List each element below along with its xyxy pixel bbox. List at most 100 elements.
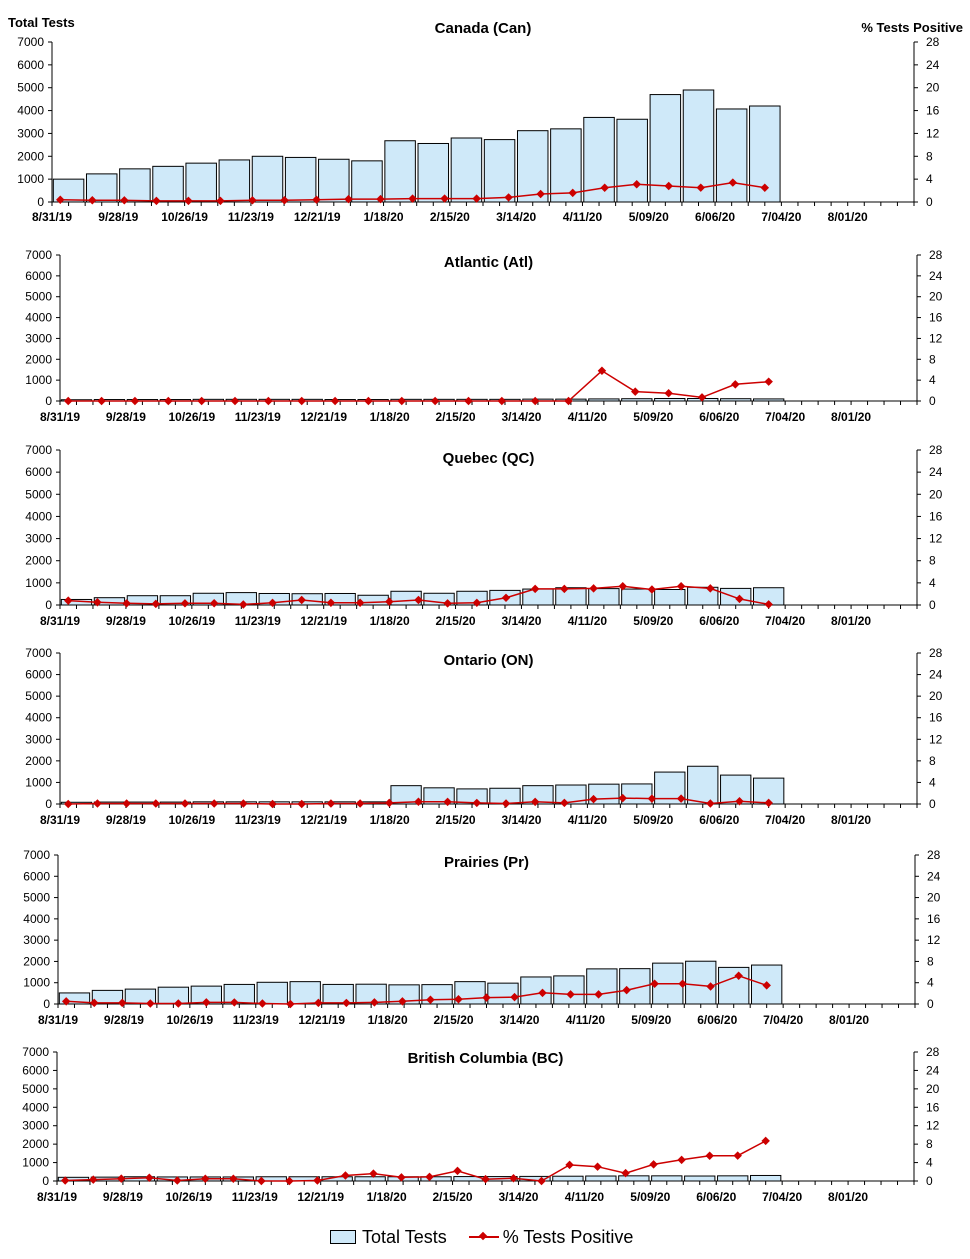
point-pct-positive [647, 585, 657, 594]
x-tick-label: 8/31/19 [40, 410, 80, 424]
point-pct-positive [341, 1171, 350, 1180]
bar-total-tests [218, 159, 251, 203]
bar-total-tests [487, 982, 519, 1005]
bar-total-tests [157, 986, 190, 1005]
bar-total-tests [621, 398, 653, 402]
bar-total-tests [192, 592, 224, 606]
x-tick-label: 8/01/20 [828, 1190, 868, 1204]
point-pct-positive [440, 194, 449, 203]
y2-tick-label: 28 [926, 1045, 940, 1059]
y-tick-label: 5000 [25, 487, 52, 501]
point-pct-positive [560, 584, 569, 594]
point-pct-positive [88, 196, 97, 205]
x-tick-label: 6/06/20 [697, 1013, 737, 1027]
y-tick-label: 1000 [25, 373, 52, 387]
point-pct-positive [397, 396, 407, 406]
x-tick-label: 10/26/19 [168, 813, 215, 827]
y2-tick-label: 12 [927, 933, 941, 947]
x-tick-label: 7/04/20 [765, 614, 805, 628]
x-tick-label: 3/14/20 [496, 210, 536, 224]
point-pct-positive [568, 188, 577, 198]
point-pct-positive [344, 194, 353, 204]
x-tick-label: 3/14/20 [501, 410, 541, 424]
x-tick-label: 11/23/19 [235, 410, 281, 424]
bar-total-tests [618, 1175, 650, 1182]
y-tick-label: 2000 [22, 1137, 49, 1151]
point-pct-positive [760, 183, 770, 192]
y-tick-label: 4000 [23, 912, 50, 926]
bar-total-tests [621, 588, 653, 606]
y2-tick-label: 20 [926, 1082, 940, 1096]
bar-total-tests [720, 398, 752, 402]
bar-total-tests [682, 89, 715, 203]
bar-total-tests [384, 140, 416, 203]
bar-total-tests [621, 783, 653, 805]
y-tick-label: 5000 [17, 81, 44, 95]
x-tick-label: 2/15/20 [430, 210, 470, 224]
bar-total-tests [516, 130, 549, 203]
x-tick-label: 8/01/20 [829, 1013, 869, 1027]
point-pct-positive [733, 1151, 742, 1160]
point-pct-positive [735, 797, 744, 806]
line-pct-positive [68, 369, 769, 402]
y-tick-label: 5000 [22, 1082, 49, 1096]
bar-total-tests [322, 983, 354, 1005]
x-tick-label: 10/26/19 [166, 1013, 213, 1027]
bar-total-tests [552, 1175, 584, 1182]
x-tick-label: 2/15/20 [434, 1013, 474, 1027]
y2-tick-label: 28 [929, 443, 943, 457]
x-tick-label: 9/28/19 [106, 813, 146, 827]
point-pct-positive [537, 1176, 546, 1186]
y2-tick-label: 24 [926, 58, 940, 72]
x-tick-label: 8/31/19 [37, 1190, 77, 1204]
point-pct-positive [650, 979, 659, 989]
point-pct-positive [678, 979, 687, 989]
bar-total-tests [251, 155, 284, 203]
panel-title: Quebec (QC) [443, 450, 535, 467]
y2-tick-label: 8 [926, 149, 933, 163]
point-pct-positive [93, 799, 102, 808]
x-tick-label: 8/31/19 [38, 1013, 78, 1027]
y2-tick-label: 12 [929, 532, 943, 546]
point-pct-positive [248, 196, 257, 205]
x-tick-label: 8/01/20 [828, 210, 868, 224]
x-tick-label: 7/04/20 [765, 410, 805, 424]
point-pct-positive [285, 1176, 294, 1186]
y2-tick-label: 20 [927, 891, 941, 905]
x-tick-label: 3/14/20 [498, 1190, 538, 1204]
x-tick-label: 1/18/20 [367, 1190, 407, 1204]
point-pct-positive [464, 396, 473, 406]
panel-title: Ontario (ON) [444, 652, 534, 669]
y-tick-label: 4000 [25, 711, 52, 725]
x-tick-label: 12/21/19 [300, 813, 347, 827]
panel-title: Prairies (Pr) [444, 854, 529, 871]
bar-total-tests [687, 765, 719, 805]
x-tick-label: 11/23/19 [228, 210, 274, 224]
x-tick-label: 6/06/20 [699, 614, 739, 628]
y2-tick-label: 4 [929, 775, 936, 789]
x-tick-label: 6/06/20 [699, 813, 739, 827]
x-tick-label: 5/09/20 [633, 614, 673, 628]
bar-total-tests [390, 785, 422, 805]
point-pct-positive [621, 1168, 630, 1178]
x-tick-label: 2/15/20 [436, 614, 476, 628]
point-pct-positive [174, 999, 183, 1008]
bar-total-tests [654, 589, 686, 606]
x-tick-label: 10/26/19 [161, 210, 208, 224]
x-tick-label: 10/26/19 [168, 410, 215, 424]
y2-tick-label: 20 [929, 290, 943, 304]
y2-tick-label: 28 [929, 248, 943, 262]
x-tick-label: 1/18/20 [368, 1013, 408, 1027]
y2-tick-label: 0 [929, 598, 936, 612]
point-pct-positive [594, 990, 603, 999]
point-pct-positive [728, 178, 738, 187]
y2-tick-label: 8 [929, 754, 936, 768]
bar-total-tests [649, 94, 682, 203]
y-tick-label: 6000 [23, 869, 50, 883]
x-tick-label: 10/26/19 [165, 1190, 212, 1204]
y-tick-label: 1000 [25, 576, 52, 590]
point-pct-positive [593, 1162, 602, 1171]
chart-legend: Total Tests % Tests Positive [330, 1224, 655, 1250]
y-tick-label: 6000 [25, 668, 52, 682]
